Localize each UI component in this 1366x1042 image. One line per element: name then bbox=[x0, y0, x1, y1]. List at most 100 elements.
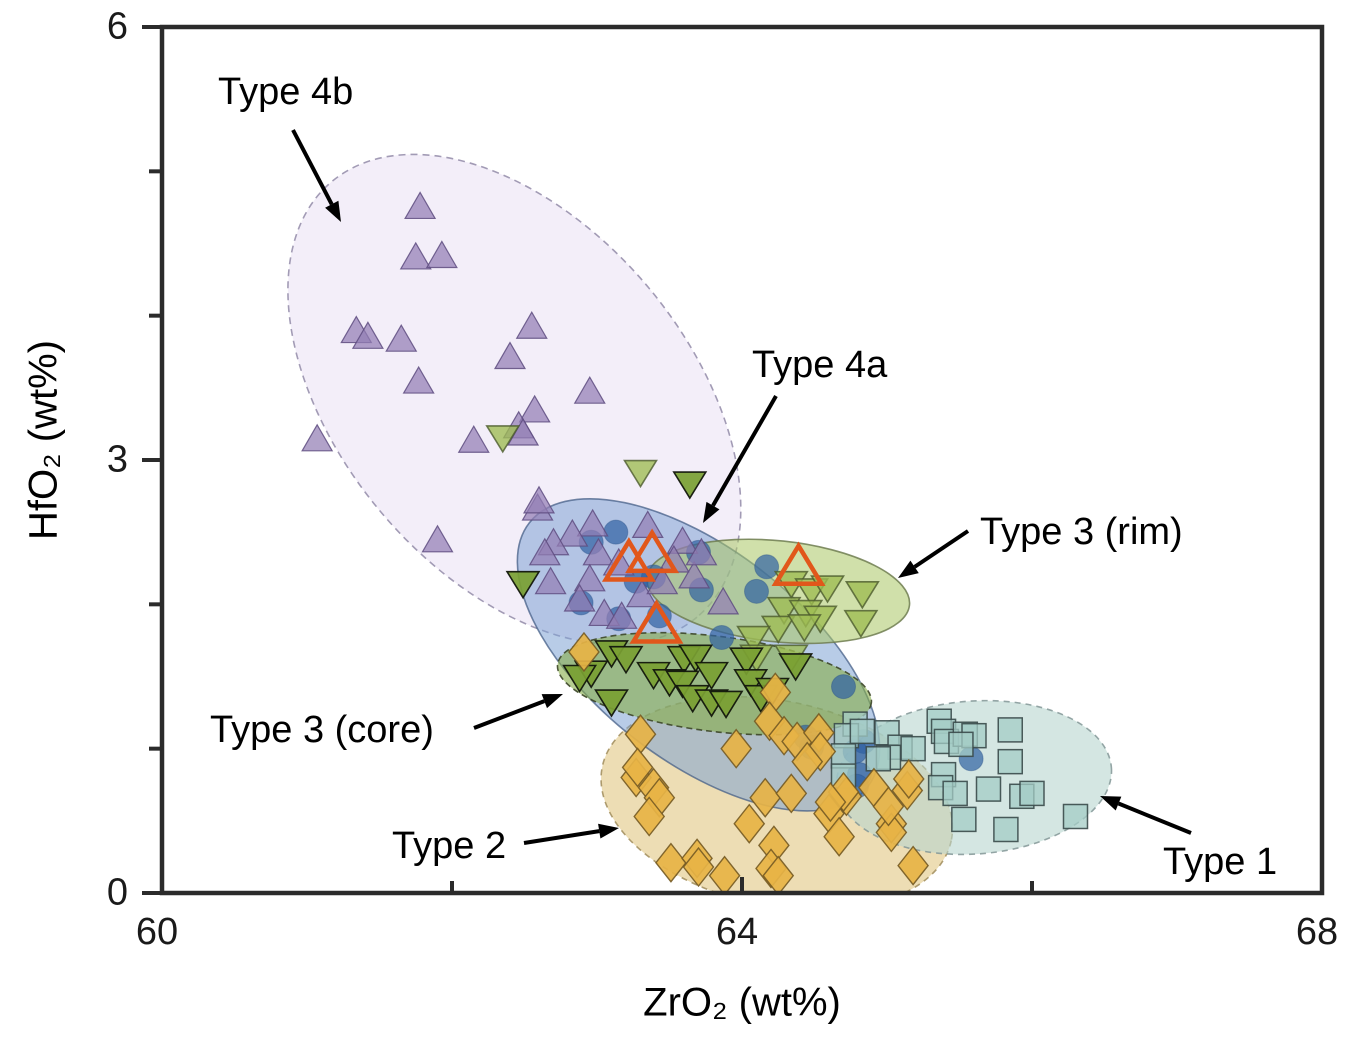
plot-area bbox=[287, 153, 1113, 893]
data-point-type-4a bbox=[603, 519, 629, 545]
data-point-type-3-rim- bbox=[485, 425, 521, 454]
annotation-arrow-head bbox=[598, 823, 619, 839]
annotation-arrow-line bbox=[291, 129, 334, 206]
x-axis-label: ZrO₂ (wt%) bbox=[643, 980, 841, 1025]
data-point-type-2 bbox=[791, 741, 824, 782]
annotation-arrow-head bbox=[325, 200, 341, 222]
annotation-arrow-line bbox=[711, 395, 778, 507]
data-point-type-1 bbox=[849, 718, 876, 745]
data-point-type-2 bbox=[621, 747, 654, 788]
data-point-unlabeled-open-orange- bbox=[629, 599, 684, 644]
data-point-type-1 bbox=[993, 816, 1019, 843]
data-point-type-2 bbox=[823, 816, 856, 857]
data-point-type-4b bbox=[301, 423, 334, 452]
data-point-type-3-core- bbox=[665, 670, 700, 699]
data-point-type-2 bbox=[682, 846, 715, 888]
data-point-type-2 bbox=[827, 771, 860, 813]
annotation-arrow-line bbox=[523, 829, 600, 845]
annotation-type-3-rim: Type 3 (rim) bbox=[980, 511, 1183, 553]
data-point-type-4b bbox=[385, 324, 418, 352]
data-point-type-3-core- bbox=[694, 661, 729, 691]
data-point-type-4b bbox=[556, 518, 589, 547]
data-point-type-4b bbox=[573, 375, 606, 404]
data-point-type-4b bbox=[522, 485, 556, 514]
data-point-type-4b bbox=[605, 601, 638, 629]
data-point-type-2 bbox=[875, 812, 908, 853]
data-point-type-4a bbox=[754, 554, 780, 580]
data-point-type-2 bbox=[633, 796, 666, 837]
data-point-type-2 bbox=[814, 781, 847, 823]
data-point-type-2 bbox=[892, 758, 925, 800]
data-point-type-2 bbox=[775, 773, 808, 814]
annotation-arrow-line bbox=[913, 529, 970, 569]
data-point-type-4b bbox=[399, 241, 432, 270]
data-point-type-2 bbox=[733, 803, 766, 844]
data-point-type-3-core- bbox=[728, 647, 764, 676]
data-point-type-3-core- bbox=[505, 570, 541, 600]
data-point-type-4b bbox=[685, 537, 718, 566]
data-point-type-3-core- bbox=[778, 653, 814, 682]
y-tick-label-6: 6 bbox=[106, 5, 128, 48]
data-point-type-3-rim- bbox=[786, 614, 822, 643]
data-point-type-1 bbox=[1062, 803, 1089, 830]
data-point-type-4b bbox=[351, 321, 384, 349]
data-point-type-3-rim- bbox=[760, 615, 796, 644]
annotation-arrow-head bbox=[898, 560, 919, 578]
x-tick-label-68: 68 bbox=[1295, 911, 1339, 953]
annotation-type-2: Type 2 bbox=[392, 825, 507, 867]
data-point-type-1 bbox=[942, 780, 968, 807]
data-point-type-4a bbox=[744, 578, 769, 604]
x-tick-label-60: 60 bbox=[135, 911, 179, 953]
data-point-type-2 bbox=[568, 631, 600, 673]
annotation-arrow-head bbox=[541, 694, 563, 709]
data-point-type-3-rim- bbox=[843, 609, 879, 639]
data-point-type-2 bbox=[872, 786, 905, 827]
y-axis-label: HfO₂ (wt%) bbox=[21, 340, 66, 540]
annotation-arrow-line bbox=[1117, 801, 1192, 835]
data-point-type-1 bbox=[1019, 780, 1045, 807]
data-point-type-1 bbox=[975, 776, 1002, 802]
data-point-type-4b bbox=[425, 240, 458, 269]
data-point-type-2 bbox=[749, 777, 782, 818]
annotation-type-4a: Type 4a bbox=[752, 344, 888, 386]
data-point-unlabeled-open-orange- bbox=[601, 537, 656, 582]
data-point-type-4b bbox=[707, 586, 740, 615]
x-tick-label-64: 64 bbox=[715, 911, 759, 953]
data-point-type-2 bbox=[897, 845, 929, 886]
data-point-type-3-core- bbox=[708, 690, 744, 720]
data-point-unlabeled-open-orange- bbox=[625, 528, 680, 574]
data-point-type-1 bbox=[997, 748, 1023, 775]
data-point-type-3-core- bbox=[594, 689, 629, 718]
annotation-arrow-head bbox=[1100, 796, 1122, 811]
data-point-type-3-core- bbox=[672, 471, 708, 500]
data-point-type-1 bbox=[997, 717, 1023, 743]
data-point-type-4b bbox=[576, 508, 609, 537]
data-point-type-3-rim- bbox=[623, 459, 658, 489]
data-point-unlabeled-open-orange- bbox=[771, 541, 826, 587]
data-point-type-2 bbox=[720, 728, 753, 769]
data-point-type-4b bbox=[573, 563, 606, 592]
data-point-type-1 bbox=[900, 735, 926, 762]
annotation-type-1: Type 1 bbox=[1163, 841, 1278, 883]
data-point-type-1 bbox=[951, 806, 977, 833]
data-point-type-4b bbox=[404, 191, 437, 220]
data-point-type-4b bbox=[582, 537, 615, 566]
y-tick-label-0: 0 bbox=[106, 871, 128, 914]
data-point-type-4b bbox=[528, 537, 561, 566]
data-point-type-4a bbox=[831, 674, 856, 700]
data-point-type-1 bbox=[948, 731, 974, 758]
data-point-type-2 bbox=[762, 855, 795, 893]
data-point-type-4b bbox=[518, 394, 551, 423]
data-point-type-4b bbox=[402, 365, 435, 394]
data-point-type-4b bbox=[457, 425, 490, 453]
data-point-type-4b bbox=[563, 583, 596, 612]
data-point-type-4b bbox=[515, 311, 548, 339]
data-point-type-4b bbox=[534, 566, 567, 595]
annotation-arrow-line bbox=[473, 699, 546, 730]
annotation-type-4b: Type 4b bbox=[218, 71, 354, 113]
data-point-type-4b bbox=[678, 560, 711, 589]
data-point-type-1 bbox=[865, 746, 892, 772]
data-point-type-4b bbox=[493, 341, 527, 370]
data-point-type-4b bbox=[666, 526, 699, 554]
